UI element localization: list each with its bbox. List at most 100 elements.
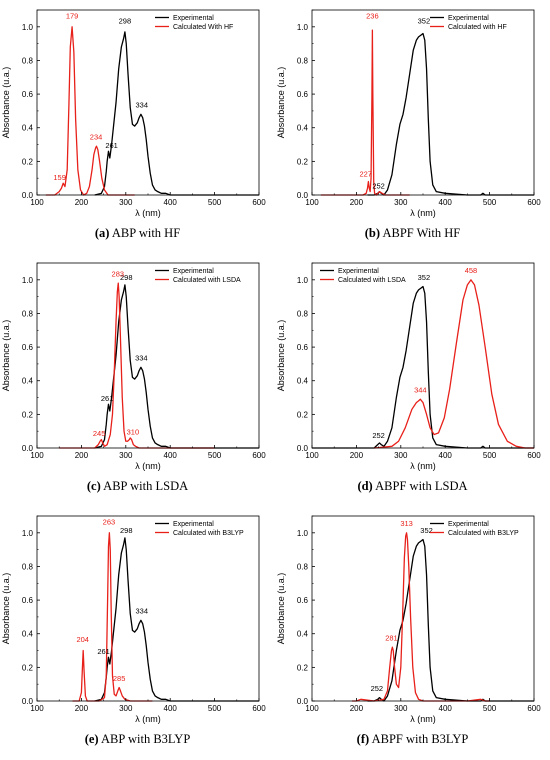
y-tick-label: 0.0 <box>22 444 34 453</box>
series-line-experimental <box>367 32 534 196</box>
y-tick-label: 0.6 <box>297 343 309 352</box>
y-tick-label: 0.4 <box>22 630 34 639</box>
panel-caption-letter: (f) <box>356 732 370 746</box>
chart-panel-0: 100 200 300 400 500 600 0.0 0.2 0.4 0.6 0.8 1.0 λ (n… <box>0 0 275 253</box>
peak-label: 334 <box>136 607 149 616</box>
legend-label: Experimental <box>448 521 489 528</box>
x-tick-label: 100 <box>305 198 319 207</box>
x-tick-label: 600 <box>527 451 541 460</box>
series-group <box>320 29 534 196</box>
y-tick-label: 1.0 <box>297 276 309 285</box>
series-line-experimental <box>94 537 259 702</box>
y-axis-title: Absorbance (u.a.) <box>1 67 11 139</box>
x-tick-label: 300 <box>119 198 133 207</box>
chart-svg: 100 200 300 400 500 600 0.0 0.2 0.4 0.6 0.8 1.0 λ (n… <box>1 515 266 724</box>
legend-label: Experimental <box>173 268 214 275</box>
series-group <box>312 279 534 449</box>
series-line-calculated <box>72 532 153 702</box>
x-axis-title: λ (nm) <box>410 461 436 471</box>
peak-label: 334 <box>135 354 148 363</box>
x-tick-label: 500 <box>208 198 222 207</box>
legend-label: Calculated with B3LYP <box>448 530 519 537</box>
panel-caption-letter: (e) <box>84 732 99 746</box>
panel-caption: (e) ABP with B3LYP <box>0 732 275 747</box>
x-tick-label: 500 <box>483 198 497 207</box>
x-tick-label: 600 <box>527 704 541 713</box>
series-group <box>351 532 534 702</box>
y-tick-label: 0.6 <box>22 90 34 99</box>
series-line-calculated <box>59 282 215 449</box>
peak-label: 236 <box>366 11 379 20</box>
y-tick-label: 0.2 <box>297 410 309 419</box>
y-tick-label: 0.4 <box>22 124 34 133</box>
chart-svg: 100 200 300 400 500 600 0.0 0.2 0.4 0.6 0.8 1.0 λ (n… <box>276 9 541 218</box>
peak-label: 334 <box>136 101 149 110</box>
panel-caption-text: ABP with HF <box>109 226 181 240</box>
x-tick-label: 600 <box>252 198 266 207</box>
panel-caption-text: ABP with LSDA <box>100 479 189 493</box>
y-tick-label: 0.4 <box>297 124 309 133</box>
y-tick-label: 1.0 <box>297 529 309 538</box>
legend-label: Experimental <box>338 268 379 275</box>
y-tick-label: 0.8 <box>297 562 309 571</box>
panel-caption-text: ABPF with B3LYP <box>369 732 469 746</box>
y-tick-label: 0.8 <box>22 56 34 65</box>
x-tick-label: 500 <box>208 704 222 713</box>
x-tick-label: 300 <box>119 704 133 713</box>
x-tick-label: 400 <box>164 198 178 207</box>
x-tick-label: 100 <box>30 451 44 460</box>
y-axis-title: Absorbance (u.a.) <box>1 573 11 645</box>
x-tick-label: 200 <box>350 704 364 713</box>
panel-caption-letter: (c) <box>86 479 101 493</box>
y-tick-label: 0.0 <box>22 697 34 706</box>
legend: Experimental Calculated With HF <box>155 15 233 31</box>
y-tick-label: 1.0 <box>22 23 34 32</box>
x-axis-title: λ (nm) <box>135 714 161 724</box>
series-line-experimental <box>94 284 259 449</box>
x-tick-label: 600 <box>252 451 266 460</box>
y-tick-label: 0.0 <box>297 191 309 200</box>
chart-panel-5: 100 200 300 400 500 600 0.0 0.2 0.4 0.6 0.8 1.0 λ (n… <box>275 506 550 759</box>
series-line-experimental <box>312 285 534 449</box>
y-tick-label: 0.8 <box>22 562 34 571</box>
legend-label: Calculated with LSDA <box>173 277 241 284</box>
chart-svg: 100 200 300 400 500 600 0.0 0.2 0.4 0.6 0.8 1.0 λ (n… <box>1 262 266 471</box>
peak-label: 261 <box>97 647 110 656</box>
peak-label: 159 <box>53 173 66 182</box>
peak-label: 283 <box>112 269 125 278</box>
series-group <box>72 532 259 702</box>
x-tick-label: 300 <box>394 704 408 713</box>
legend-label: Calculated with HF <box>448 24 507 31</box>
peak-label: 298 <box>120 526 133 535</box>
series-group <box>59 282 259 449</box>
plot-frame <box>36 262 260 449</box>
x-tick-label: 400 <box>439 704 453 713</box>
y-tick-label: 0.2 <box>22 410 34 419</box>
legend: Experimental Calculated with LSDA <box>155 268 241 284</box>
panel-caption: (c) ABP with LSDA <box>0 479 275 494</box>
panel-caption-text: ABPF With HF <box>380 226 461 240</box>
legend: Experimental Calculated with LSDA <box>320 268 406 284</box>
series-line-experimental <box>94 31 259 196</box>
legend-label: Experimental <box>173 521 214 528</box>
x-tick-label: 300 <box>119 451 133 460</box>
y-tick-label: 0.2 <box>22 663 34 672</box>
peak-label: 313 <box>400 519 413 528</box>
y-tick-label: 0.2 <box>297 663 309 672</box>
y-tick-label: 0.4 <box>297 377 309 386</box>
y-tick-label: 0.6 <box>22 596 34 605</box>
chart-panel-1: 100 200 300 400 500 600 0.0 0.2 0.4 0.6 0.8 1.0 λ (n… <box>275 0 550 253</box>
y-tick-label: 0.6 <box>297 90 309 99</box>
y-axis-title: Absorbance (u.a.) <box>1 320 11 392</box>
series-line-experimental <box>367 538 534 702</box>
x-tick-label: 200 <box>75 451 89 460</box>
x-tick-label: 200 <box>350 451 364 460</box>
chart-panel-3: 100 200 300 400 500 600 0.0 0.2 0.4 0.6 0.8 1.0 λ (n… <box>275 253 550 506</box>
chart-panel-2: 100 200 300 400 500 600 0.0 0.2 0.4 0.6 0.8 1.0 λ (n… <box>0 253 275 506</box>
legend: Experimental Calculated with B3LYP <box>155 521 244 537</box>
y-tick-label: 1.0 <box>22 276 34 285</box>
panel-caption: (f) ABPF with B3LYP <box>275 732 550 747</box>
peak-label: 263 <box>103 517 116 526</box>
peak-label: 261 <box>105 141 118 150</box>
x-tick-label: 600 <box>252 704 266 713</box>
